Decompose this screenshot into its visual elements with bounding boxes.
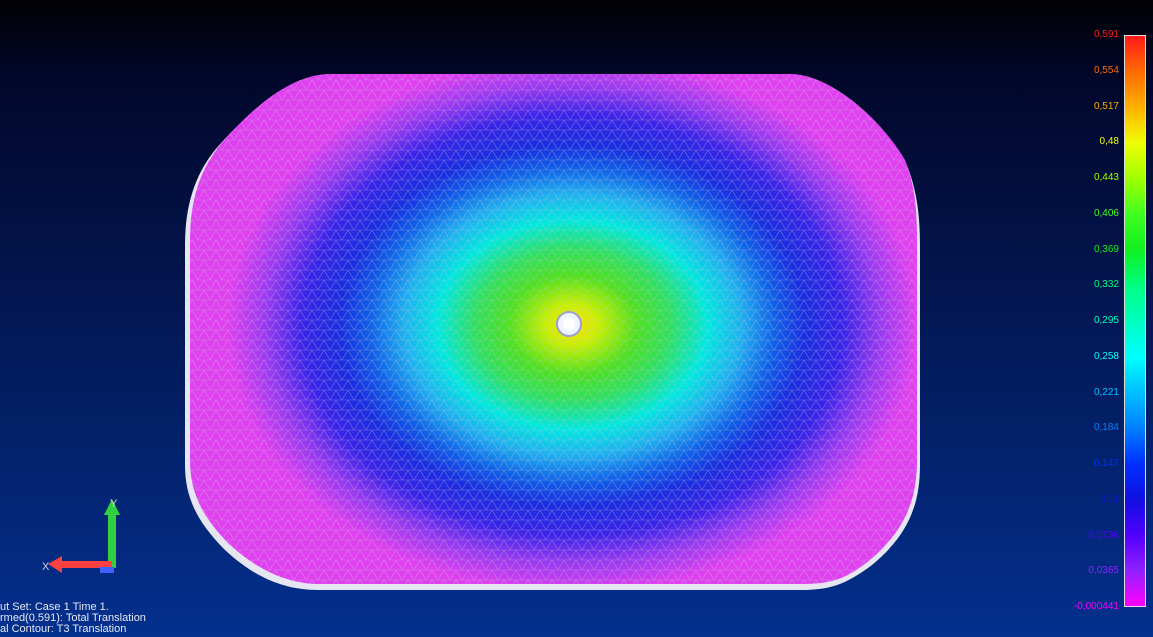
legend-label: 0,48 [1099, 136, 1119, 148]
legend-label: 0,369 [1093, 243, 1119, 255]
legend-label: 0,0365 [1088, 565, 1119, 577]
legend-label: -0,000441 [1073, 601, 1119, 612]
output-set-text: ut Set: Case 1 Time 1. [0, 602, 109, 613]
legend-label: 0,443 [1093, 172, 1119, 183]
y-axis-label: Y [110, 498, 118, 510]
legend-label: 0,295 [1093, 315, 1119, 326]
legend-label: 0,591 [1093, 29, 1119, 40]
axis-triad: Y X [42, 498, 120, 573]
legend-label: 0,517 [1093, 100, 1119, 112]
legend-label: 0,0736 [1088, 529, 1119, 541]
y-axis-arrow [108, 513, 116, 568]
legend-label: 0,11 [1100, 493, 1119, 505]
deformed-text: rmed(0.591): Total Translation [0, 613, 146, 624]
legend-label: 0,332 [1093, 279, 1119, 291]
legend-label: 0,184 [1093, 422, 1119, 434]
contour-legend-bar [1124, 35, 1146, 607]
x-axis-arrow [60, 561, 112, 568]
legend-label: 0,221 [1093, 386, 1119, 398]
legend-label: 0,258 [1093, 350, 1119, 362]
legend-label: 0,554 [1093, 64, 1119, 76]
legend-label: 0,406 [1093, 207, 1119, 219]
output-info: ut Set: Case 1 Time 1. rmed(0.591): Tota… [0, 602, 260, 635]
x-axis-label: X [42, 561, 50, 573]
legend-label: 0,147 [1093, 458, 1119, 469]
contour-text: al Contour: T3 Translation [0, 624, 127, 635]
